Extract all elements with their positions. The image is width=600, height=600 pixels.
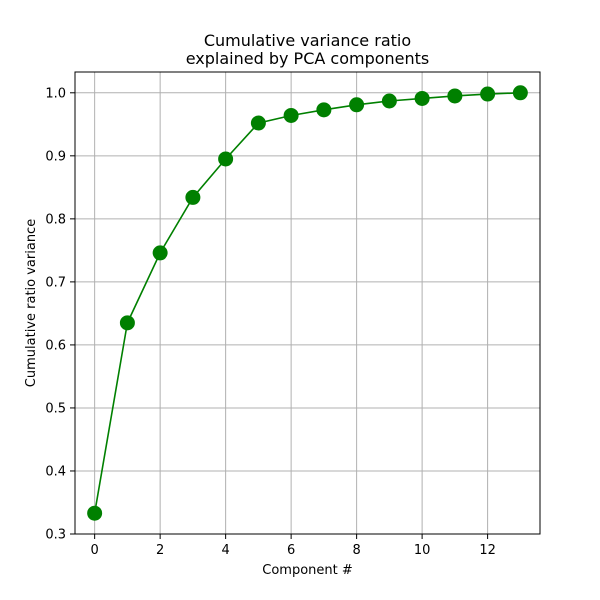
data-point-4 xyxy=(218,151,234,167)
x-axis-label: Component # xyxy=(262,563,353,578)
data-point-12 xyxy=(480,86,496,102)
x-tick-label-3: 6 xyxy=(287,543,295,558)
y-axis-label: Cumulative ratio variance xyxy=(24,219,39,387)
y-tick-label-5: 0.8 xyxy=(45,212,66,227)
data-point-7 xyxy=(316,102,332,118)
y-tick-label-6: 0.9 xyxy=(45,149,66,164)
data-point-1 xyxy=(119,315,135,331)
y-tick-label-0: 0.3 xyxy=(45,528,66,543)
x-tick-label-6: 12 xyxy=(479,543,496,558)
data-point-9 xyxy=(381,93,397,109)
data-point-10 xyxy=(414,90,430,106)
data-point-3 xyxy=(185,189,201,205)
chart-title-line-1: Cumulative variance ratio xyxy=(204,31,411,50)
plot-area-frame xyxy=(74,71,541,535)
x-tick-label-4: 8 xyxy=(352,543,360,558)
x-tick-label-1: 2 xyxy=(156,543,164,558)
data-point-0 xyxy=(87,505,103,521)
data-point-13 xyxy=(512,85,528,101)
y-tick-label-2: 0.5 xyxy=(45,401,66,416)
data-point-6 xyxy=(283,107,299,123)
y-tick-label-1: 0.4 xyxy=(45,464,66,479)
data-point-8 xyxy=(349,97,365,113)
y-tick-label-4: 0.7 xyxy=(45,275,66,290)
data-point-11 xyxy=(447,88,463,104)
data-point-5 xyxy=(250,115,266,131)
x-tick-label-5: 10 xyxy=(414,543,431,558)
grid-layer xyxy=(75,72,540,535)
series-layer xyxy=(87,85,528,521)
ticks-layer: 0 2 4 6 8 10 12 0.3 0.4 0.5 0.6 0.7 0.8 0.9 1.0 xyxy=(45,86,496,558)
x-tick-label-0: 0 xyxy=(91,543,99,558)
x-tick-label-2: 4 xyxy=(221,543,229,558)
y-tick-label-7: 1.0 xyxy=(45,86,66,101)
y-tick-label-3: 0.6 xyxy=(45,338,66,353)
data-point-2 xyxy=(152,245,168,261)
chart-title-line-2: explained by PCA components xyxy=(186,49,430,68)
